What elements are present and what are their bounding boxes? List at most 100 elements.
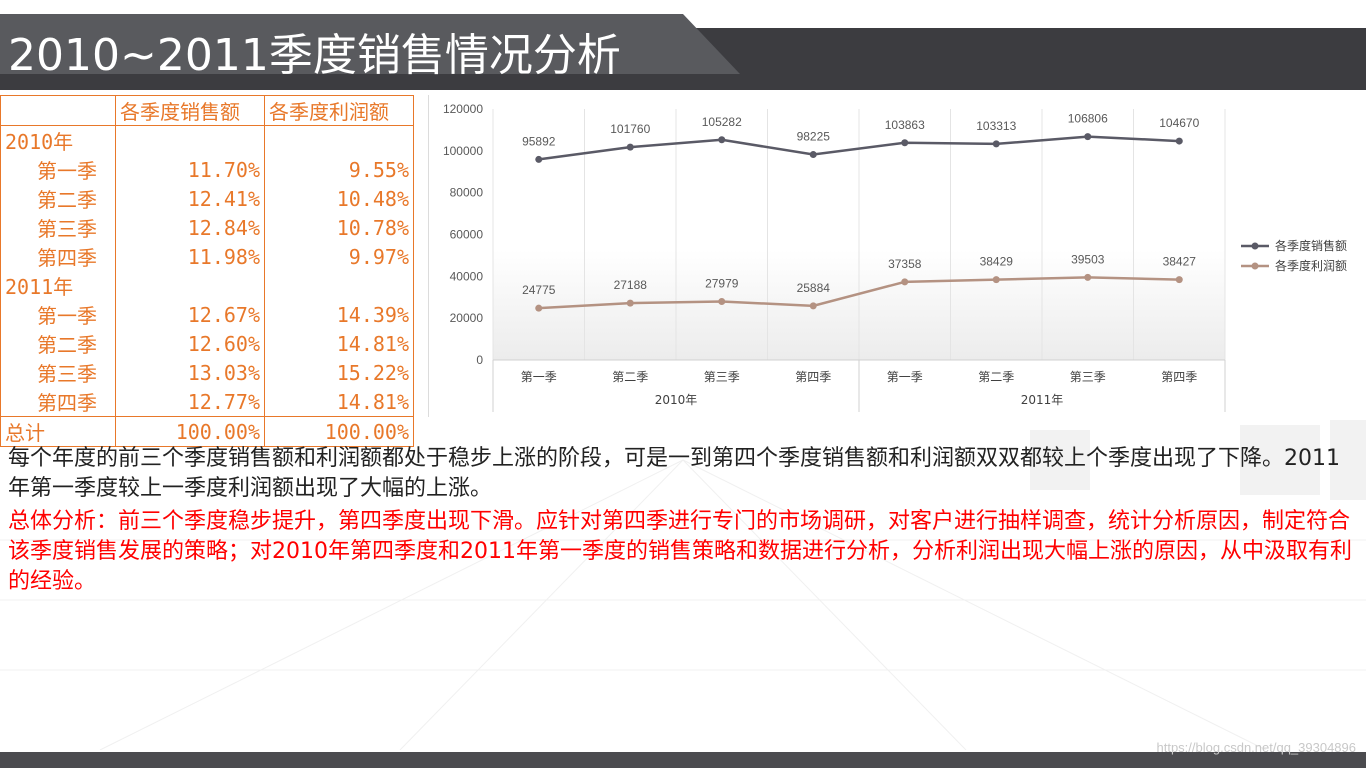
- data-label: 103313: [976, 119, 1016, 133]
- quarter-label: 第三季: [0, 358, 116, 387]
- sales-share: 12.84%: [115, 213, 265, 242]
- x-tick-label: 第三季: [1070, 370, 1106, 384]
- quarter-label: 第一季: [0, 300, 116, 329]
- data-label: 104670: [1159, 116, 1199, 130]
- x-group-label: 2010年: [655, 393, 698, 407]
- quarter-label: 第四季: [0, 387, 116, 417]
- sales-share: 12.60%: [115, 329, 265, 358]
- y-tick-label: 80000: [450, 186, 484, 200]
- data-label: 27188: [614, 278, 648, 292]
- profit-share: 9.55%: [264, 155, 414, 184]
- data-label: 25884: [797, 281, 831, 295]
- series-line: [538, 276, 1180, 310]
- data-point: [535, 304, 543, 312]
- line-chart: 0 20000 40000 60000 80000 100000 120000 第一季 第二季 第…: [428, 95, 1366, 417]
- legend-label: 各季度销售额: [1275, 238, 1347, 253]
- data-label: 106806: [1068, 112, 1108, 126]
- table-header-blank: [0, 95, 116, 126]
- data-point: [992, 276, 1000, 284]
- description-paragraph: 每个年度的前三个季度销售额和利润额都处于稳步上涨的阶段，可是一到第四个季度销售额…: [8, 446, 1340, 501]
- data-label: 105282: [702, 115, 742, 129]
- sales-share: 12.41%: [115, 184, 265, 213]
- quarter-label: 第三季: [0, 213, 116, 242]
- data-point: [901, 139, 909, 147]
- table-header-sales: 各季度销售额: [115, 95, 265, 126]
- y-tick-label: 20000: [450, 311, 484, 325]
- year-label: 2010年: [0, 125, 116, 155]
- quarter-label: 第二季: [0, 329, 116, 358]
- data-point: [809, 302, 817, 310]
- x-tick-label: 第二季: [978, 370, 1014, 384]
- profit-share: 14.81%: [264, 329, 414, 358]
- x-tick-label: 第四季: [795, 370, 831, 384]
- x-tick-label: 第一季: [521, 370, 557, 384]
- profit-share: 15.22%: [264, 358, 414, 387]
- table-row: 第三季 12.84% 10.78%: [0, 213, 414, 242]
- chart-svg: 0 20000 40000 60000 80000 100000 120000 第一季 第二季 第…: [443, 102, 1347, 412]
- profit-share: 14.39%: [264, 300, 414, 329]
- table-row: 第一季 11.70% 9.55%: [0, 155, 414, 184]
- data-point: [1175, 137, 1183, 145]
- table-total-row: 总计 100.00% 100.00%: [0, 416, 414, 447]
- profit-share: 9.97%: [264, 242, 414, 271]
- table-row: 第一季 12.67% 14.39%: [0, 300, 414, 329]
- data-point: [1084, 273, 1092, 281]
- data-point: [901, 278, 909, 286]
- table-year-row: 2011年: [0, 271, 414, 300]
- data-label: 103863: [885, 118, 925, 132]
- bottom-bar: [0, 752, 1366, 768]
- quarter-label: 第二季: [0, 184, 116, 213]
- profit-share: 14.81%: [264, 387, 414, 417]
- year-label: 2011年: [0, 271, 116, 300]
- data-label: 38429: [980, 255, 1014, 269]
- y-tick-label: 40000: [450, 269, 484, 283]
- sales-share: 11.70%: [115, 155, 265, 184]
- x-tick-label: 第一季: [887, 370, 923, 384]
- x-group-label: 2011年: [1021, 393, 1064, 407]
- quarter-label: 第一季: [0, 155, 116, 184]
- profit-share: 10.78%: [264, 213, 414, 242]
- x-tick-label: 第二季: [612, 370, 648, 384]
- total-sales: 100.00%: [115, 416, 265, 447]
- sales-share: 12.67%: [115, 300, 265, 329]
- top-strip: [0, 0, 1366, 14]
- data-label: 38427: [1163, 255, 1197, 269]
- data-label: 24775: [522, 283, 556, 297]
- data-point: [1084, 133, 1092, 141]
- watermark: https://blog.csdn.net/qq_39304896: [1156, 740, 1357, 755]
- data-label: 98225: [797, 130, 831, 144]
- sales-share: 13.03%: [115, 358, 265, 387]
- data-label: 95892: [522, 134, 556, 148]
- sales-share: 12.77%: [115, 387, 265, 417]
- total-profit: 100.00%: [264, 416, 414, 447]
- x-tick-label: 第四季: [1161, 370, 1197, 384]
- y-tick-label: 120000: [443, 102, 483, 116]
- percentage-table: 各季度销售额 各季度利润额 2010年 第一季 11.70% 9.55% 第二季…: [0, 95, 414, 447]
- legend-marker: [1251, 262, 1259, 270]
- title-tab: [0, 14, 740, 74]
- table-row: 第四季 12.77% 14.81%: [0, 387, 414, 417]
- profit-share: 10.48%: [264, 184, 414, 213]
- table-row: 第二季 12.41% 10.48%: [0, 184, 414, 213]
- table-row: 第四季 11.98% 9.97%: [0, 242, 414, 271]
- data-point: [809, 151, 817, 159]
- legend-marker: [1251, 242, 1259, 250]
- data-point: [992, 140, 1000, 148]
- data-label: 101760: [610, 122, 650, 136]
- quarter-label: 第四季: [0, 242, 116, 271]
- data-label: 37358: [888, 257, 922, 271]
- data-point: [626, 299, 634, 307]
- data-label: 39503: [1071, 252, 1105, 266]
- page-title: 2010~2011季度销售情况分析: [8, 30, 621, 81]
- data-point: [1175, 276, 1183, 284]
- table-row: 第二季 12.60% 14.81%: [0, 329, 414, 358]
- series-line: [538, 135, 1180, 161]
- legend-label: 各季度利润额: [1275, 258, 1347, 273]
- data-point: [718, 136, 726, 144]
- table-header-row: 各季度销售额 各季度利润额: [0, 95, 414, 126]
- total-label: 总计: [0, 416, 116, 447]
- y-tick-label: 60000: [450, 228, 484, 242]
- table-header-profit: 各季度利润额: [264, 95, 414, 126]
- data-point: [535, 155, 543, 163]
- data-point: [718, 297, 726, 305]
